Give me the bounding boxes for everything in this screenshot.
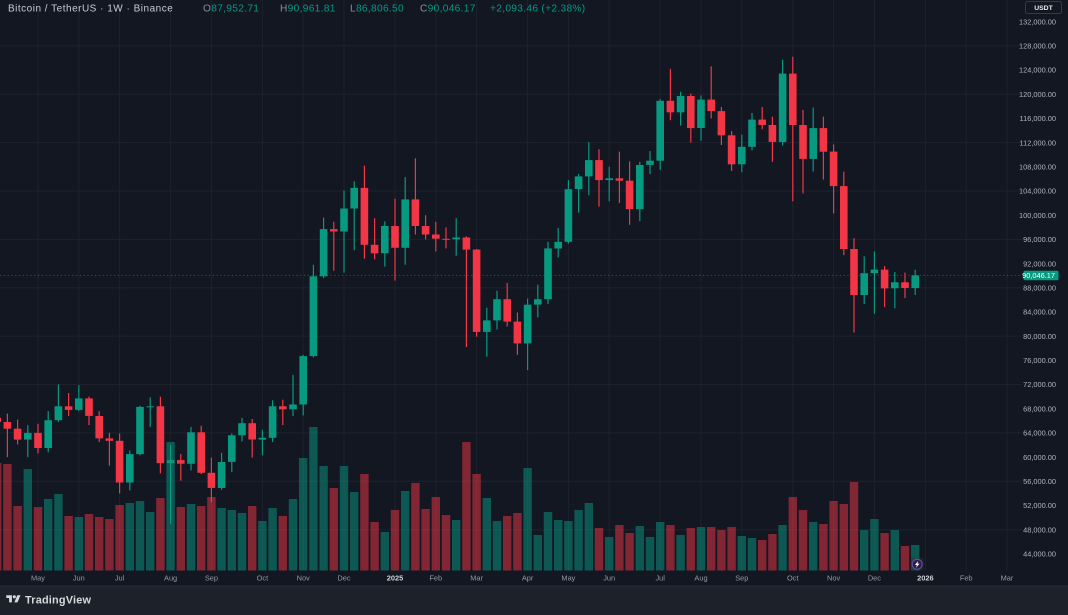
svg-text:Dec: Dec bbox=[337, 574, 350, 583]
svg-text:60,000.00: 60,000.00 bbox=[1023, 453, 1056, 462]
svg-text:128,000.00: 128,000.00 bbox=[1019, 42, 1056, 51]
svg-text:96,000.00: 96,000.00 bbox=[1023, 235, 1056, 244]
svg-text:76,000.00: 76,000.00 bbox=[1023, 356, 1056, 365]
svg-text:May: May bbox=[31, 574, 45, 583]
svg-text:56,000.00: 56,000.00 bbox=[1023, 477, 1056, 486]
svg-text:48,000.00: 48,000.00 bbox=[1023, 525, 1056, 534]
svg-text:112,000.00: 112,000.00 bbox=[1020, 138, 1056, 147]
svg-text:104,000.00: 104,000.00 bbox=[1019, 187, 1056, 196]
svg-text:Jun: Jun bbox=[73, 574, 85, 583]
svg-text:Dec: Dec bbox=[868, 574, 881, 583]
svg-text:2025: 2025 bbox=[387, 574, 403, 583]
svg-text:Aug: Aug bbox=[164, 574, 177, 583]
svg-text:Sep: Sep bbox=[205, 574, 218, 583]
svg-text:124,000.00: 124,000.00 bbox=[1019, 66, 1056, 75]
svg-text:2026: 2026 bbox=[917, 574, 933, 583]
svg-text:88,000.00: 88,000.00 bbox=[1023, 283, 1056, 292]
svg-text:May: May bbox=[561, 574, 575, 583]
svg-text:Oct: Oct bbox=[787, 574, 799, 583]
svg-text:USDT: USDT bbox=[1034, 5, 1053, 12]
svg-text:C90,046.17: C90,046.17 bbox=[420, 4, 476, 15]
svg-text:90,046.17: 90,046.17 bbox=[1022, 271, 1055, 280]
svg-text:O87,952.71: O87,952.71 bbox=[203, 4, 259, 15]
svg-text:Sep: Sep bbox=[735, 574, 748, 583]
svg-text:Mar: Mar bbox=[470, 574, 483, 583]
svg-text:Feb: Feb bbox=[429, 574, 442, 583]
svg-text:TradingView: TradingView bbox=[25, 595, 91, 607]
svg-text:Aug: Aug bbox=[694, 574, 707, 583]
svg-text:Nov: Nov bbox=[827, 574, 840, 583]
svg-text:Mar: Mar bbox=[1001, 574, 1014, 583]
svg-text:52,000.00: 52,000.00 bbox=[1023, 501, 1056, 510]
svg-text:80,000.00: 80,000.00 bbox=[1023, 332, 1056, 341]
svg-text:120,000.00: 120,000.00 bbox=[1019, 90, 1056, 99]
svg-text:68,000.00: 68,000.00 bbox=[1023, 404, 1056, 413]
svg-text:64,000.00: 64,000.00 bbox=[1023, 429, 1056, 438]
svg-text:Oct: Oct bbox=[257, 574, 269, 583]
svg-text:Jul: Jul bbox=[115, 574, 125, 583]
svg-text:Apr: Apr bbox=[522, 574, 534, 583]
svg-text:92,000.00: 92,000.00 bbox=[1023, 259, 1056, 268]
svg-text:116,000.00: 116,000.00 bbox=[1020, 114, 1056, 123]
svg-text:Jul: Jul bbox=[655, 574, 665, 583]
svg-text:72,000.00: 72,000.00 bbox=[1023, 380, 1056, 389]
svg-text:Nov: Nov bbox=[297, 574, 310, 583]
svg-text:Feb: Feb bbox=[960, 574, 973, 583]
svg-text:44,000.00: 44,000.00 bbox=[1023, 550, 1056, 559]
svg-text:132,000.00: 132,000.00 bbox=[1019, 17, 1056, 26]
svg-text:Jun: Jun bbox=[603, 574, 615, 583]
svg-text:H90,961.81: H90,961.81 bbox=[280, 4, 336, 15]
svg-text:+2,093.46 (+2.38%): +2,093.46 (+2.38%) bbox=[490, 4, 585, 15]
svg-text:84,000.00: 84,000.00 bbox=[1023, 308, 1056, 317]
svg-text:108,000.00: 108,000.00 bbox=[1019, 163, 1056, 172]
svg-text:Bitcoin / TetherUS · 1W · Bina: Bitcoin / TetherUS · 1W · Binance bbox=[8, 4, 173, 15]
svg-text:100,000.00: 100,000.00 bbox=[1019, 211, 1056, 220]
svg-text:L86,806.50: L86,806.50 bbox=[350, 4, 404, 15]
